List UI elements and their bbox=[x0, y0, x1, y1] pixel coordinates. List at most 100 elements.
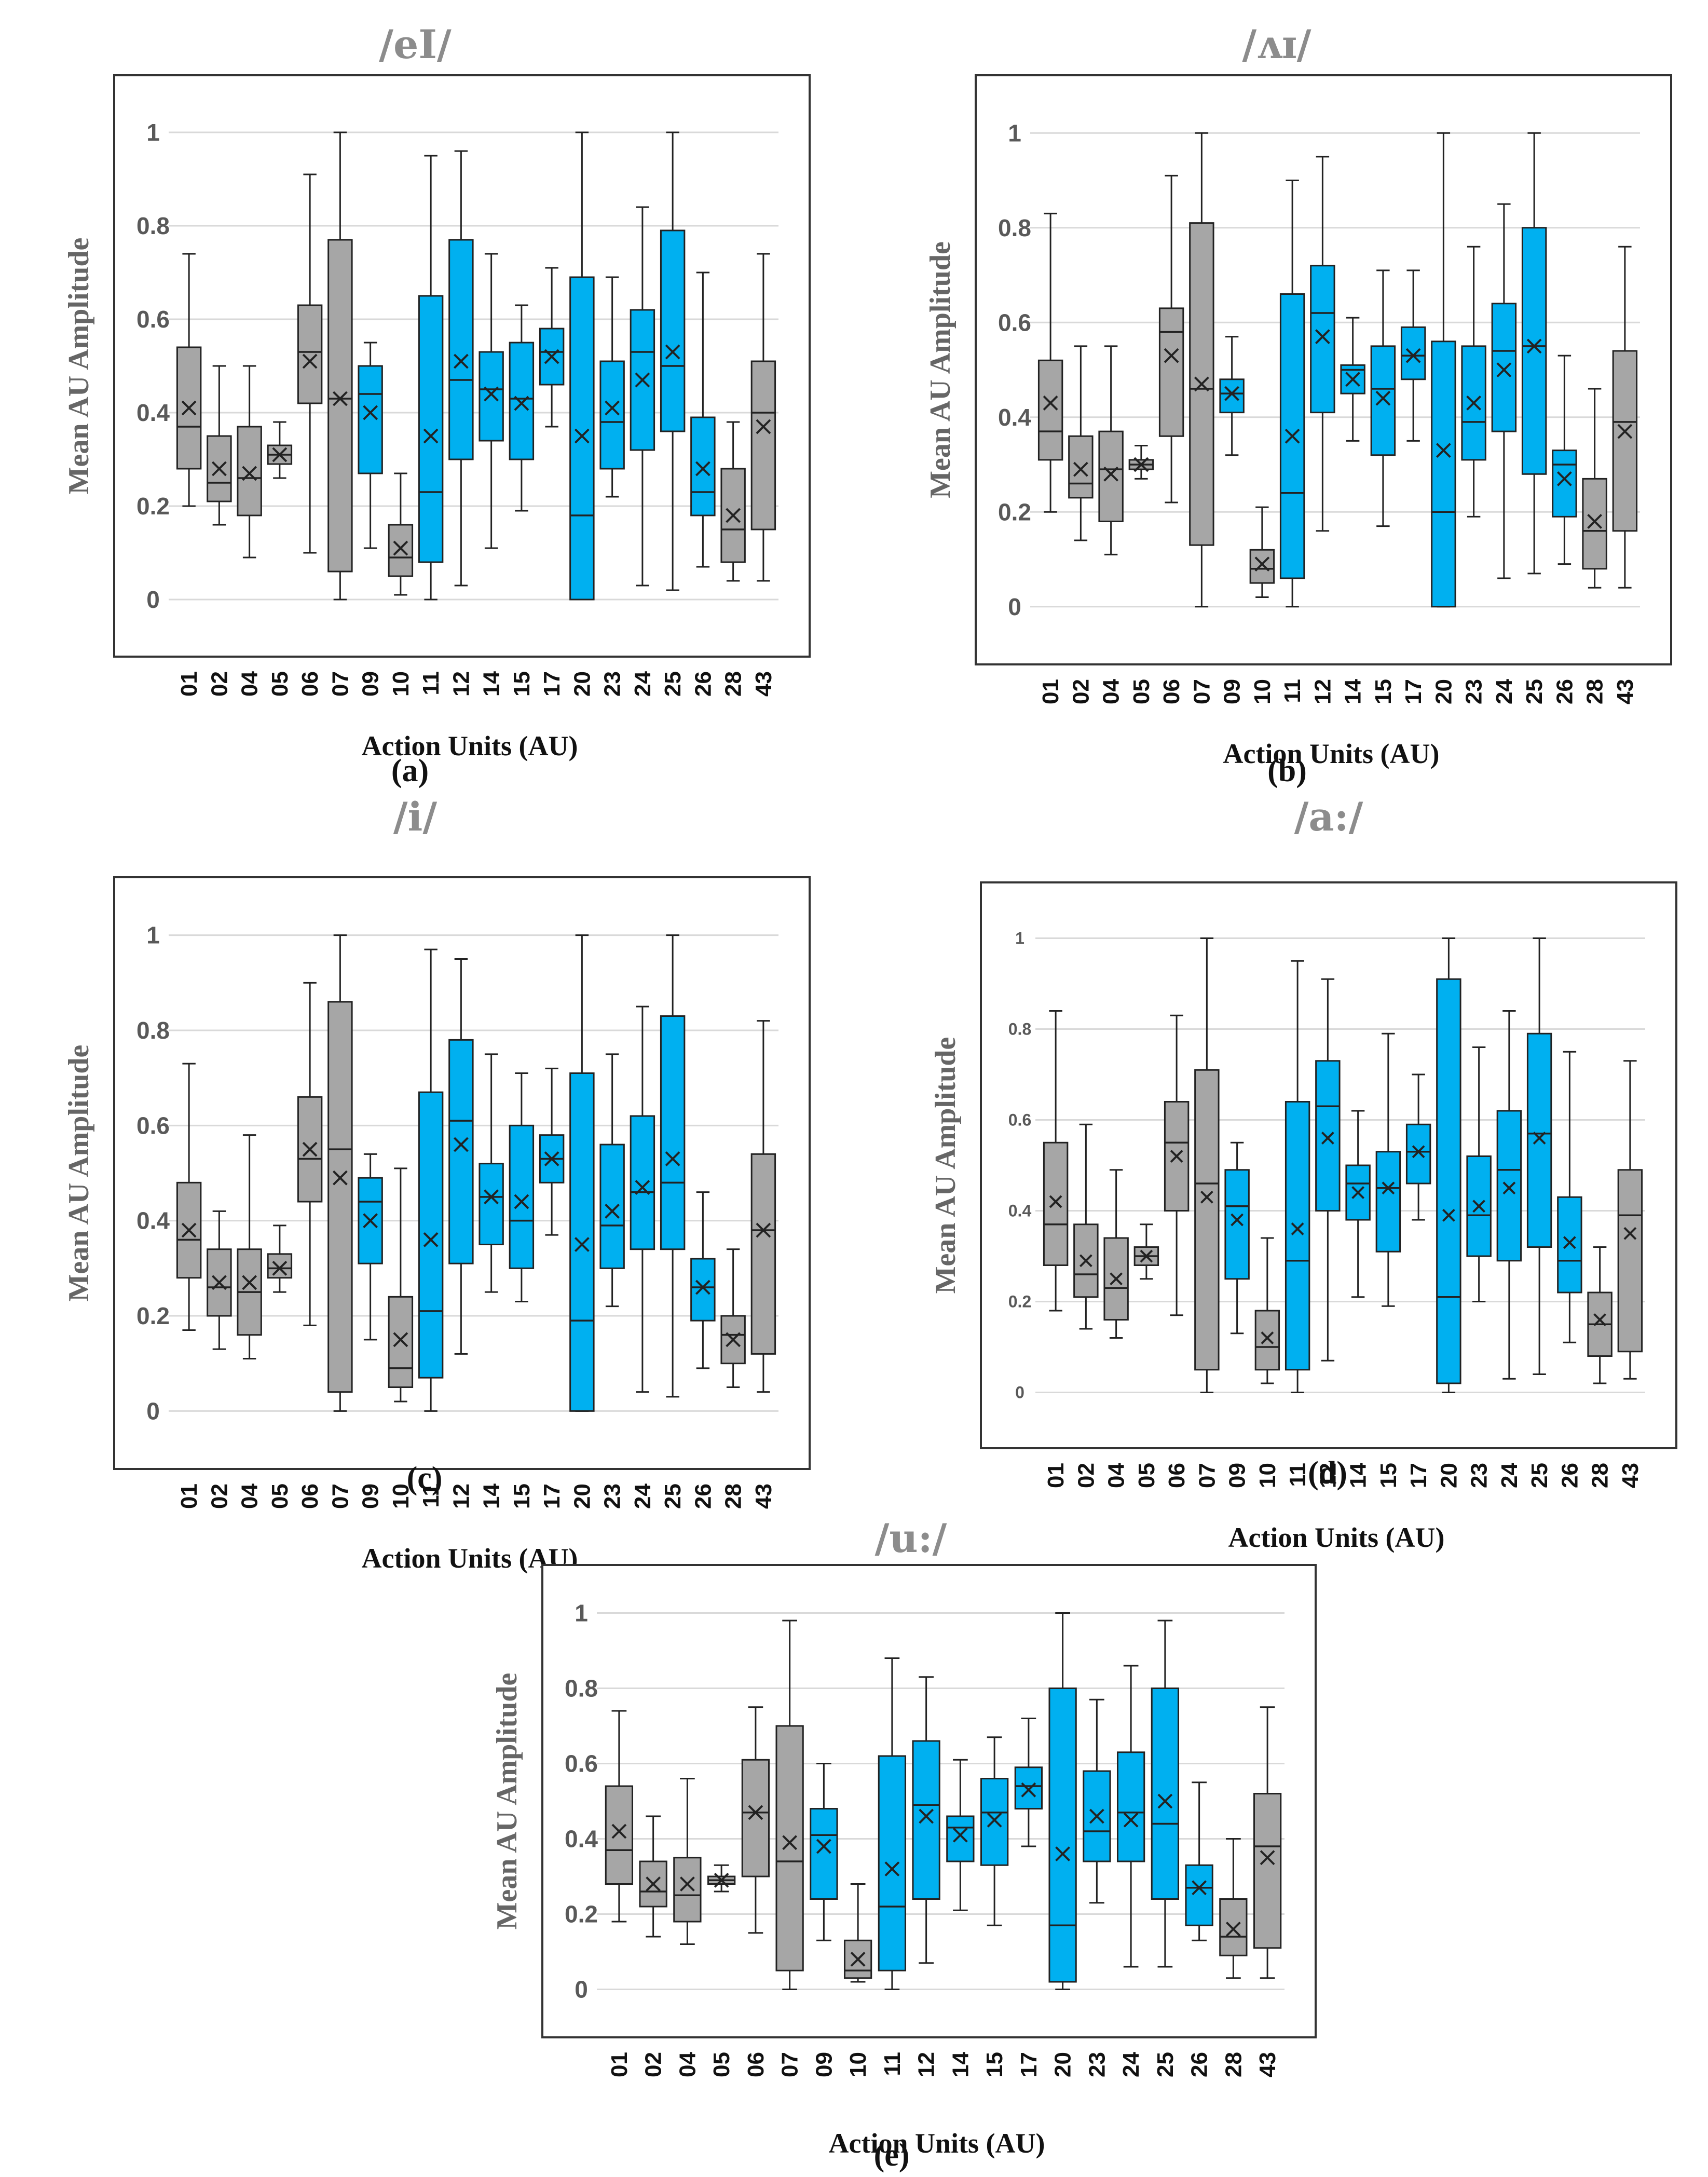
box-mean-marker bbox=[987, 1812, 1002, 1828]
x-tick-label: 10 bbox=[388, 671, 414, 697]
box-mean-marker bbox=[1103, 466, 1119, 482]
box-mean-marker bbox=[635, 372, 650, 388]
box-mean-marker bbox=[484, 1189, 499, 1205]
box-mean-marker bbox=[1170, 1150, 1183, 1163]
box-au-01 bbox=[176, 1063, 202, 1331]
y-tick-label: 0.4 bbox=[998, 404, 1031, 431]
chart-panel-a: /eI/0 0.2 0.4 0.6 0.8 1 01 02 04 05 06 07 09 10 11 12 14… bbox=[63, 21, 811, 788]
x-tick-label: 12 bbox=[914, 2052, 939, 2077]
x-tick-label: 05 bbox=[1129, 679, 1154, 704]
y-tick-label: 0 bbox=[1008, 593, 1021, 620]
x-tick-label: 28 bbox=[1588, 1463, 1613, 1488]
box-mean-marker bbox=[748, 1805, 763, 1820]
box-iqr bbox=[358, 365, 383, 474]
box-au-01 bbox=[176, 253, 202, 507]
box-iqr bbox=[690, 416, 716, 516]
box-iqr bbox=[878, 1755, 907, 1971]
y-axis-label: Mean AU Amplitude bbox=[63, 238, 95, 495]
box-au-06 bbox=[1158, 174, 1184, 504]
box-mean-marker bbox=[1382, 1181, 1395, 1195]
box-au-09 bbox=[358, 1153, 383, 1341]
box-au-05 bbox=[267, 1224, 293, 1293]
box-au-25 bbox=[660, 131, 686, 591]
x-tick-label: 05 bbox=[709, 2052, 734, 2077]
x-tick-label: 06 bbox=[297, 1484, 323, 1509]
x-tick-label: 17 bbox=[1401, 679, 1426, 704]
box-iqr bbox=[327, 1001, 353, 1393]
box-mean-marker bbox=[1194, 376, 1209, 392]
x-tick-label: 43 bbox=[1618, 1463, 1643, 1488]
box-au-11 bbox=[878, 1657, 907, 1990]
x-tick-label: 23 bbox=[1467, 1463, 1492, 1488]
box-iqr bbox=[1098, 430, 1124, 522]
box-au-24 bbox=[1116, 1665, 1145, 1968]
box-mean-marker bbox=[1502, 1181, 1516, 1195]
box-au-11 bbox=[418, 948, 444, 1412]
box-iqr bbox=[1310, 265, 1335, 414]
y-tick-label: 0.6 bbox=[136, 1112, 170, 1139]
x-tick-label: 26 bbox=[1187, 2052, 1212, 2077]
box-au-15 bbox=[509, 1072, 535, 1302]
box-iqr bbox=[1431, 341, 1456, 608]
box-mean-marker bbox=[1533, 1132, 1546, 1145]
box-iqr bbox=[569, 1072, 595, 1412]
x-tick-label: 10 bbox=[388, 1484, 414, 1509]
box-au-04 bbox=[673, 1778, 702, 1945]
box-iqr bbox=[980, 1778, 1009, 1866]
box-au-09 bbox=[1224, 1141, 1250, 1335]
panel-caption: (b) bbox=[1267, 753, 1307, 788]
box-au-14 bbox=[479, 1053, 504, 1293]
box-au-05 bbox=[1133, 1223, 1159, 1280]
box-au-10 bbox=[388, 1167, 414, 1403]
box-iqr bbox=[539, 328, 565, 386]
box-au-43 bbox=[750, 253, 776, 582]
box-iqr bbox=[267, 1253, 293, 1279]
x-tick-label: 12 bbox=[448, 1484, 474, 1509]
box-au-15 bbox=[1370, 269, 1396, 527]
box-mean-marker bbox=[242, 466, 257, 481]
x-tick-label: 15 bbox=[509, 671, 535, 697]
x-tick-label: 10 bbox=[1250, 679, 1275, 704]
box-mean-marker bbox=[1231, 1213, 1244, 1227]
box-au-20 bbox=[1048, 1612, 1077, 1990]
box-iqr bbox=[1617, 1169, 1643, 1353]
x-tick-label: 01 bbox=[1043, 1463, 1069, 1488]
box-au-09 bbox=[1219, 336, 1245, 456]
x-tick-label: 01 bbox=[176, 671, 202, 697]
box-mean-marker bbox=[1315, 329, 1330, 345]
x-tick-label: 25 bbox=[660, 671, 686, 697]
x-tick-label: 01 bbox=[1038, 679, 1063, 704]
box-iqr bbox=[605, 1785, 634, 1885]
box-mean-marker bbox=[756, 1222, 771, 1238]
x-tick-label: 09 bbox=[358, 671, 384, 697]
box-mean-marker bbox=[635, 1180, 650, 1195]
box-iqr bbox=[1048, 1688, 1077, 1983]
box-au-43 bbox=[1617, 1060, 1643, 1380]
box-iqr bbox=[1370, 345, 1396, 456]
box-mean-marker bbox=[665, 1151, 680, 1166]
box-mean-marker bbox=[1375, 390, 1391, 406]
box-au-28 bbox=[720, 1248, 746, 1388]
box-iqr bbox=[750, 360, 776, 530]
x-tick-label: 05 bbox=[1134, 1463, 1159, 1488]
x-tick-label: 26 bbox=[690, 671, 716, 697]
y-tick-label: 0.2 bbox=[565, 1901, 598, 1928]
box-mean-marker bbox=[1260, 1850, 1275, 1866]
box-mean-marker bbox=[1224, 386, 1240, 401]
box-mean-marker bbox=[1623, 1227, 1637, 1240]
x-tick-label: 24 bbox=[1492, 678, 1517, 704]
x-tick-label: 28 bbox=[721, 1484, 746, 1509]
box-au-24 bbox=[1496, 1010, 1522, 1380]
x-tick-label: 04 bbox=[237, 671, 263, 696]
box-au-04 bbox=[237, 365, 262, 559]
box-mean-marker bbox=[1133, 457, 1149, 472]
x-tick-label: 23 bbox=[600, 671, 625, 697]
box-mean-marker bbox=[302, 1141, 318, 1157]
x-tick-label: 15 bbox=[509, 1484, 535, 1509]
box-mean-marker bbox=[1617, 424, 1633, 439]
x-tick-label: 24 bbox=[1118, 2051, 1144, 2077]
y-tick-label: 0.2 bbox=[1008, 1292, 1031, 1311]
box-mean-marker bbox=[1043, 395, 1058, 411]
y-tick-label: 0.2 bbox=[136, 1302, 170, 1329]
box-au-07 bbox=[1194, 937, 1220, 1393]
